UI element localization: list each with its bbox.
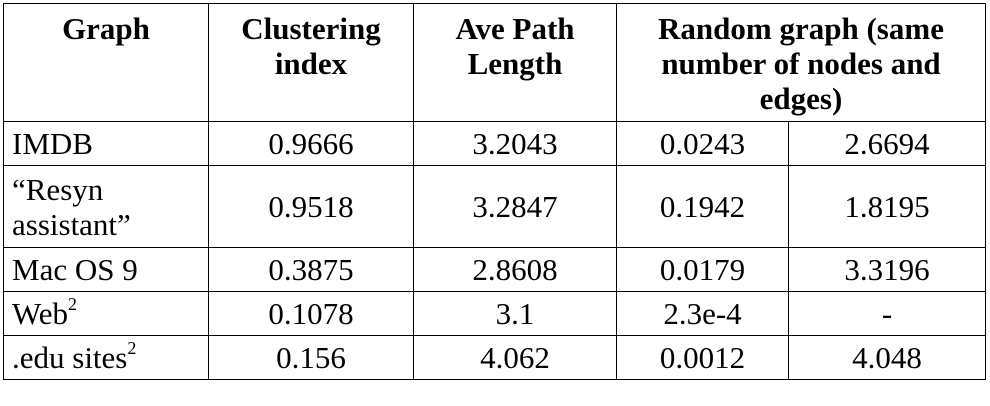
header-clustering-index: Clustering index — [208, 3, 414, 122]
table-row: Web2 0.1078 3.1 2.3e-4 - — [3, 291, 986, 336]
random-clustering-cell: 2.3e-4 — [616, 291, 789, 336]
footnote-marker: 2 — [68, 294, 78, 314]
table-row: IMDB 0.9666 3.2043 0.0243 2.6694 — [3, 121, 986, 166]
random-clustering-cell: 0.0012 — [616, 335, 789, 380]
path-length-cell: 3.1 — [413, 291, 617, 336]
clustering-cell: 0.3875 — [208, 247, 414, 292]
row-name-cell: “Resyn assistant” — [3, 165, 209, 248]
row-name: Web — [12, 296, 69, 331]
random-path-length-cell: 1.8195 — [788, 165, 986, 248]
table-row: “Resyn assistant” 0.9518 3.2847 0.1942 1… — [3, 165, 986, 248]
row-name-cell: Web2 — [3, 291, 209, 336]
random-path-length-cell: 3.3196 — [788, 247, 986, 292]
row-name: .edu sites — [12, 340, 128, 375]
footnote-marker: 2 — [127, 338, 137, 358]
random-path-length-cell: 4.048 — [788, 335, 986, 380]
clustering-cell: 0.1078 — [208, 291, 414, 336]
random-clustering-cell: 0.0179 — [616, 247, 789, 292]
path-length-cell: 3.2043 — [413, 121, 617, 166]
random-clustering-cell: 0.1942 — [616, 165, 789, 248]
path-length-cell: 3.2847 — [413, 165, 617, 248]
header-graph: Graph — [3, 3, 209, 122]
row-name-cell: .edu sites2 — [3, 335, 209, 380]
row-name: “Resyn assistant” — [12, 171, 131, 242]
row-name: Mac OS 9 — [12, 252, 138, 287]
row-name-cell: Mac OS 9 — [3, 247, 209, 292]
path-length-cell: 2.8608 — [413, 247, 617, 292]
graph-stats-table: Graph Clustering index Ave Path Length R… — [3, 3, 986, 380]
random-path-length-cell: - — [788, 291, 986, 336]
header-row: Graph Clustering index Ave Path Length R… — [3, 3, 986, 122]
random-clustering-cell: 0.0243 — [616, 121, 789, 166]
header-random-graph: Random graph (same number of nodes and e… — [616, 3, 986, 122]
clustering-cell: 0.9666 — [208, 121, 414, 166]
table-row: Mac OS 9 0.3875 2.8608 0.0179 3.3196 — [3, 247, 986, 292]
clustering-cell: 0.9518 — [208, 165, 414, 248]
row-name: IMDB — [12, 126, 93, 161]
row-name-cell: IMDB — [3, 121, 209, 166]
table-row: .edu sites2 0.156 4.062 0.0012 4.048 — [3, 335, 986, 380]
random-path-length-cell: 2.6694 — [788, 121, 986, 166]
header-ave-path-length: Ave Path Length — [413, 3, 617, 122]
path-length-cell: 4.062 — [413, 335, 617, 380]
clustering-cell: 0.156 — [208, 335, 414, 380]
